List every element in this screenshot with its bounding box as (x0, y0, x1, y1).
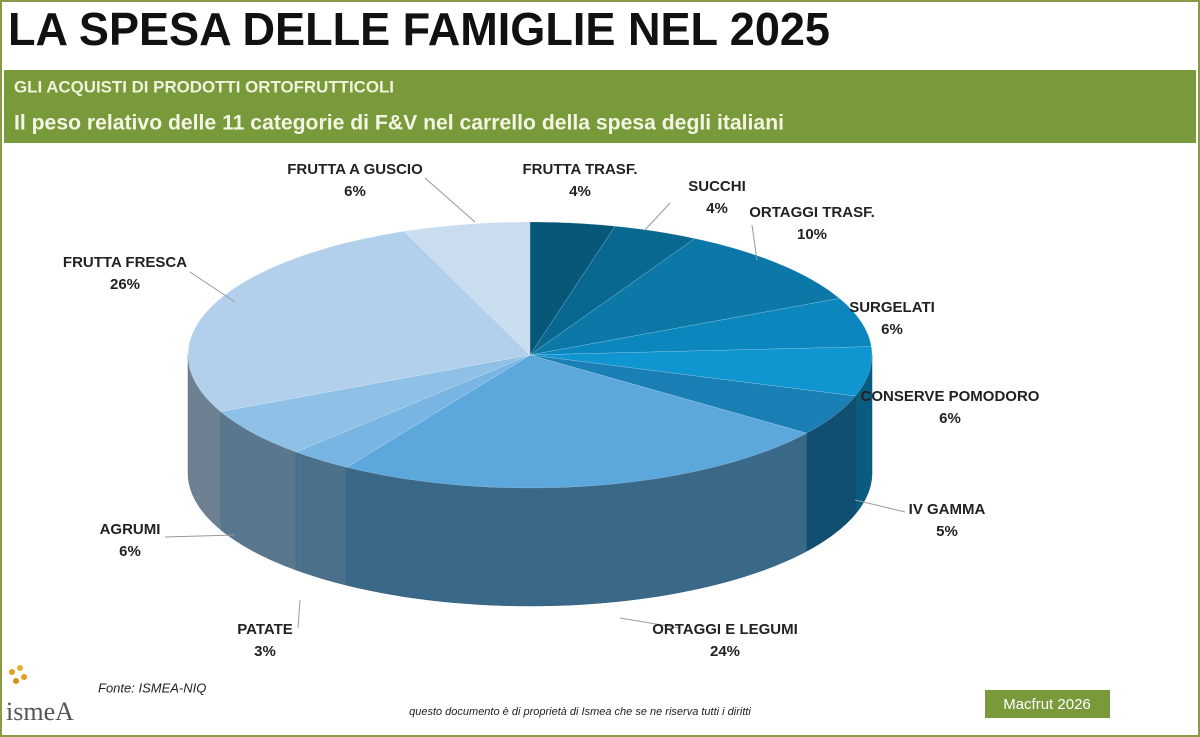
slice-label: ORTAGGI TRASF. (749, 204, 875, 221)
subtitle: GLI ACQUISTI DI PRODOTTI ORTOFRUTTICOLI (14, 77, 394, 96)
slice (529, 221, 616, 356)
slice (529, 225, 696, 356)
slice (529, 346, 873, 397)
title: LA SPESA DELLE FAMIGLIE NEL 2025 (8, 3, 830, 55)
slice-label: SURGELATI (849, 299, 935, 316)
leader-line (854, 499, 906, 513)
leader-line (297, 599, 301, 629)
description: Il peso relativo delle 11 categorie di F… (14, 112, 784, 135)
slice (346, 354, 808, 489)
footer-box (985, 690, 1110, 718)
header-band (4, 70, 1196, 143)
slice-label: FRUTTA A GUSCIO (287, 161, 423, 178)
slice-value: 26% (110, 276, 140, 293)
slice-value: 4% (569, 183, 591, 200)
slice-value: 5% (936, 523, 958, 540)
slice (529, 354, 856, 434)
leader-line (424, 177, 476, 223)
slice (529, 238, 840, 356)
slice-value: 6% (939, 410, 961, 427)
slice-value: 3% (254, 643, 276, 660)
leader-line (164, 534, 236, 538)
slice-value: 6% (881, 321, 903, 338)
logo-mark (9, 665, 27, 684)
leader-line (751, 224, 758, 261)
slice-side (187, 355, 221, 531)
pie-chart: FRUTTA TRASF. 4% SUCCHI 4% ORTAGGI TRASF. 10%… (63, 161, 1040, 660)
slice (403, 221, 531, 356)
slice-value: 10% (797, 226, 827, 243)
slice-value: 6% (119, 543, 141, 560)
slice-value: 6% (344, 183, 366, 200)
slice-label: AGRUMI (100, 521, 161, 538)
slice (295, 354, 531, 468)
leader-line (644, 202, 671, 231)
slice-value: 4% (706, 200, 728, 217)
slice-label: PATATE (237, 621, 293, 638)
slice-label: IV GAMMA (909, 501, 986, 518)
slice-label: CONSERVE POMODORO (861, 388, 1040, 405)
slice-value: 24% (710, 643, 740, 660)
leader-line (619, 617, 681, 629)
slice-label: SUCCHI (688, 178, 746, 195)
slice (529, 298, 872, 356)
slice (187, 231, 531, 412)
slice-label: ORTAGGI E LEGUMI (652, 621, 798, 638)
leader-line (189, 271, 236, 303)
footer: Macfrut 2026 (1003, 696, 1091, 713)
slice-label: FRUTTA TRASF. (523, 161, 638, 178)
note: questo documento è di proprietà di Ismea… (409, 706, 751, 718)
source: Fonte: ISMEA-NIQ (98, 680, 206, 695)
slice-side (295, 451, 347, 586)
slice-label: FRUTTA FRESCA (63, 254, 187, 271)
slice (220, 354, 531, 453)
logo: ismeA (6, 697, 74, 726)
